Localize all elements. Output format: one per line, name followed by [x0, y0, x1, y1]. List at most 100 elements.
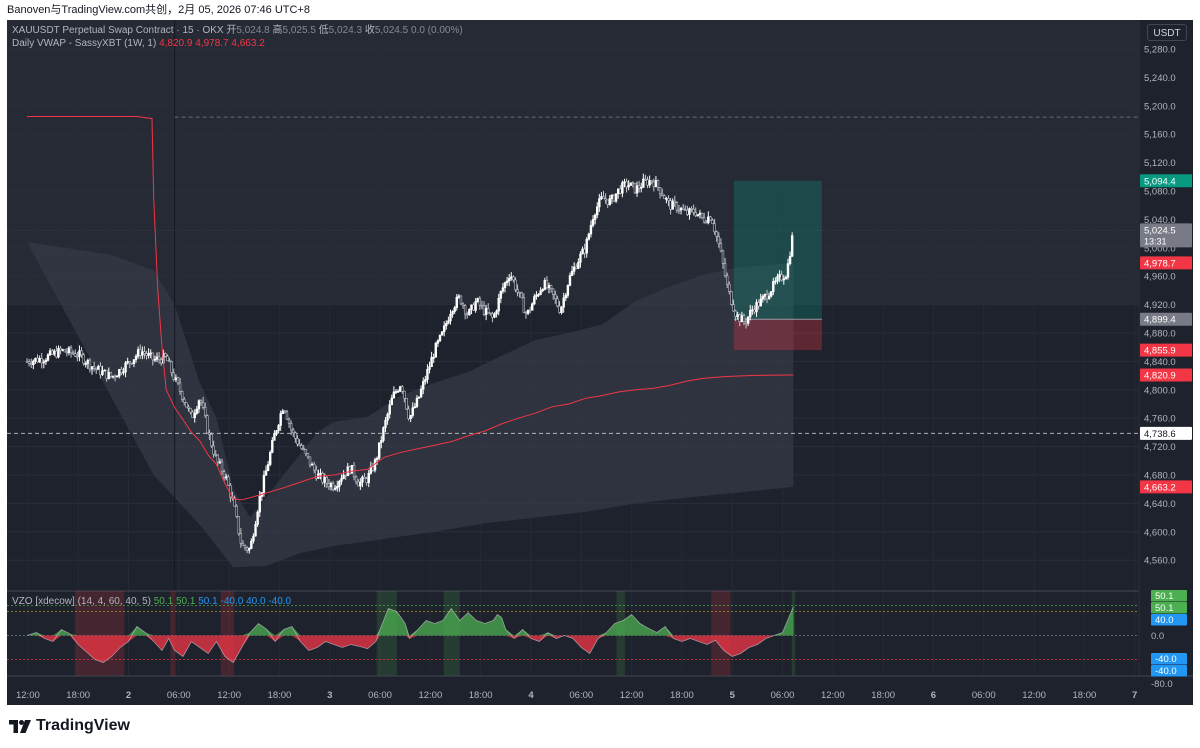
candle-body	[57, 347, 60, 358]
candle-body	[744, 321, 748, 324]
candle-body	[436, 340, 440, 344]
candle-body	[631, 182, 635, 184]
candle-body	[417, 396, 421, 399]
candle-body	[593, 214, 597, 220]
candle-body	[120, 369, 123, 374]
candle-body	[283, 410, 287, 413]
candle-body	[736, 314, 739, 317]
candle-body	[447, 320, 450, 324]
candle-body	[201, 402, 205, 408]
footer-brand-text: TradingView	[36, 717, 130, 734]
publisher-line: Banoven与TradingView.com共创，2月 05, 2026 07…	[0, 0, 1200, 20]
candle-body	[27, 361, 31, 364]
candle-body	[434, 342, 438, 358]
candle-body	[357, 481, 360, 487]
vzo-indicator-name[interactable]: VZO [xdecow] (14, 4, 60, 40, 5)	[12, 596, 151, 607]
time-tick-label: 12:00	[16, 690, 40, 701]
chart-frame[interactable]: 4,560.0 4,600.0 4,640.0 4,680.0 4,720.0 4,760…	[7, 20, 1193, 705]
candle-body	[375, 457, 379, 460]
candle-body	[233, 497, 236, 507]
candle-body	[652, 181, 656, 188]
candle-body	[466, 313, 469, 316]
candle-body	[392, 391, 396, 399]
price-label-text: 5,024.5	[1144, 225, 1176, 236]
candle-body	[168, 360, 171, 363]
candle-body	[239, 533, 243, 544]
candle-body	[451, 311, 454, 315]
candle-body	[581, 248, 584, 255]
candle-body	[302, 448, 305, 451]
candle-body	[218, 461, 222, 464]
candle-body	[658, 187, 662, 195]
candle-body	[237, 516, 240, 534]
vzo-label-tag	[1151, 590, 1187, 602]
candle-body	[53, 350, 56, 355]
candle-body	[32, 360, 35, 366]
candle-body	[577, 261, 580, 269]
currency-unit-button[interactable]: USDT	[1147, 24, 1187, 41]
price-tick-label: 4,720.0	[1144, 442, 1176, 453]
candle-body	[753, 309, 756, 313]
vzo-label-tag	[1151, 614, 1187, 626]
vwap-indicator-name[interactable]: Daily VWAP - SassyXBT (1W, 1)	[12, 38, 157, 49]
candle-body	[69, 347, 73, 354]
candle-body	[503, 282, 507, 288]
candle-body	[516, 289, 519, 293]
candle-body	[308, 456, 312, 466]
candle-body	[124, 362, 127, 373]
chart-legend: XAUUSDT Perpetual Swap Contract · 15 · O…	[12, 24, 463, 50]
candle-body	[206, 415, 209, 434]
low-label: 低	[318, 25, 329, 36]
position-target-zone[interactable]	[733, 180, 822, 320]
candle-body	[675, 202, 679, 211]
candle-body	[780, 274, 783, 281]
candle-body	[459, 295, 463, 305]
time-tick-label: 12:00	[1022, 690, 1046, 701]
chart-canvas[interactable]: 4,560.0 4,600.0 4,640.0 4,680.0 4,720.0 4,760…	[7, 20, 1193, 705]
candle-body	[403, 391, 406, 399]
price-tick-label: 4,640.0	[1144, 499, 1176, 510]
vzo-value-2: 50.1	[176, 596, 196, 607]
vzo-shade-zone	[791, 591, 796, 676]
candle-body	[554, 294, 557, 299]
candle-body	[570, 270, 574, 276]
candle-body	[398, 386, 402, 392]
vzo-value-4: -40.0	[220, 596, 244, 607]
candle-body	[640, 187, 643, 189]
candle-body	[671, 200, 674, 210]
candle-body	[790, 235, 794, 257]
candle-body	[489, 312, 492, 315]
candle-body	[432, 356, 435, 359]
candle-body	[684, 209, 687, 211]
price-tick-label: 5,200.0	[1144, 101, 1176, 112]
candle-body	[564, 295, 567, 299]
candle-body	[180, 391, 184, 400]
candle-body	[333, 487, 337, 490]
candle-body	[566, 284, 570, 296]
price-tick-label: 4,560.0	[1144, 556, 1176, 567]
candle-body	[306, 453, 310, 458]
price-label-countdown: 13:31	[1144, 236, 1167, 246]
candle-body	[694, 212, 697, 217]
candle-body	[313, 463, 316, 471]
candle-body	[600, 196, 603, 200]
candle-body	[382, 427, 385, 441]
candle-body	[461, 303, 465, 306]
time-tick-label: 18:00	[469, 690, 493, 701]
vzo-label-tag	[1151, 665, 1187, 677]
price-tick-label: 5,240.0	[1144, 73, 1176, 84]
candle-body	[126, 361, 129, 364]
candle-body	[604, 198, 607, 201]
candle-body	[568, 275, 572, 286]
candle-body	[579, 253, 582, 263]
candle-body	[115, 375, 119, 378]
candle-body	[61, 349, 64, 351]
position-stop-zone[interactable]	[733, 319, 822, 351]
candle-body	[157, 356, 161, 360]
price-tick-label: 5,000.0	[1144, 243, 1176, 254]
candle-body	[130, 362, 134, 365]
tradingview-logo[interactable]: TradingView	[9, 717, 130, 735]
candle-body	[717, 236, 721, 245]
symbol-title[interactable]: XAUUSDT Perpetual Swap Contract · 15 · O…	[12, 25, 224, 36]
vzo-label-text: -40.0	[1155, 654, 1177, 665]
